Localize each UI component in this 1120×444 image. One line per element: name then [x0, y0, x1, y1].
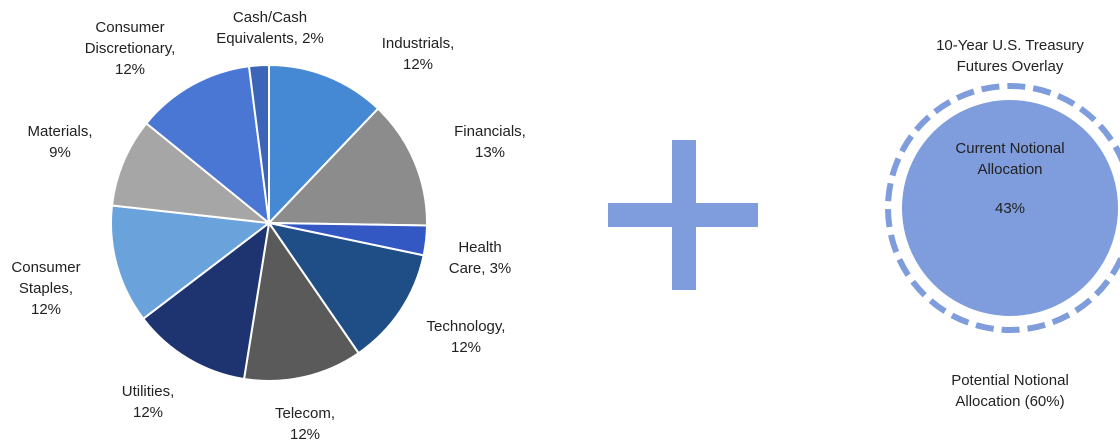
- pie-slice: [242, 220, 360, 382]
- overlay-title: 10-Year U.S. Treasury Futures Overlay: [936, 37, 1084, 75]
- pie-slice: [266, 221, 425, 355]
- pie-slice: [266, 107, 428, 227]
- pie-slice: [141, 220, 271, 381]
- slice-label: Materials, 9%: [27, 123, 92, 161]
- plus-sign: [608, 140, 758, 290]
- slice-label: Consumer Staples, 12%: [11, 259, 80, 318]
- slice-label: Cash/Cash Equivalents, 2%: [216, 9, 324, 47]
- plus-horizontal: [608, 203, 758, 227]
- current-label: Current Notional Allocation: [955, 140, 1064, 178]
- pie-slice: [110, 204, 272, 321]
- slice-label: Health Care, 3%: [449, 239, 512, 277]
- potential-circle: [885, 83, 1120, 333]
- pie-slice: [268, 63, 380, 226]
- current-value: 43%: [995, 200, 1025, 217]
- pie-slice: [144, 65, 271, 226]
- slice-label: Consumer Discretionary, 12%: [85, 19, 176, 78]
- potential-label: Potential Notional Allocation (60%): [951, 372, 1069, 410]
- slice-label: Technology, 12%: [427, 318, 506, 356]
- pie-slice: [247, 63, 270, 224]
- slice-label: Telecom, 12%: [275, 405, 335, 443]
- pie-slice: [110, 121, 273, 225]
- slice-label: Utilities, 12%: [122, 383, 175, 421]
- slice-label: Industrials, 12%: [382, 35, 455, 73]
- slice-label: Financials, 13%: [454, 123, 526, 161]
- current-circle: [902, 100, 1118, 316]
